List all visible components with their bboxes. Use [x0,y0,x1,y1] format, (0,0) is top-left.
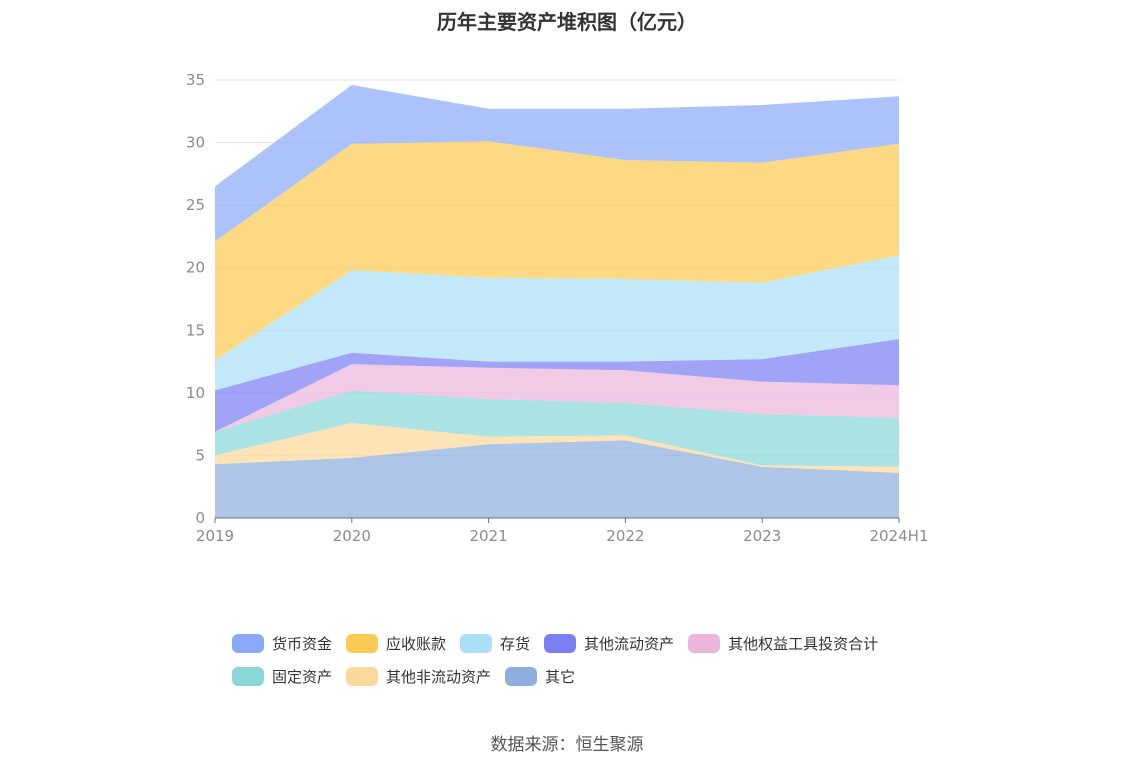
legend-item[interactable]: 固定资产 [232,666,332,687]
legend-item[interactable]: 存货 [460,633,530,654]
y-tick-label: 25 [186,196,205,214]
legend-label: 货币资金 [272,634,333,653]
legend-swatch [346,633,379,653]
legend-item[interactable]: 其他非流动资产 [346,666,491,687]
y-tick-label: 5 [195,446,205,464]
legend-item[interactable]: 其他权益工具投资合计 [688,633,878,654]
legend-label: 其他权益工具投资合计 [728,634,879,653]
chart-title: 历年主要资产堆积图（亿元） [437,10,697,34]
x-tick-label: 2022 [606,527,644,545]
x-tick-label: 2019 [196,527,234,545]
y-tick-label: 0 [195,509,205,527]
legend-swatch [460,633,493,653]
area-series-4 [215,339,899,432]
legend-label: 其它 [545,667,576,686]
legend-item[interactable]: 应收账款 [346,633,446,654]
legend-swatch [232,666,264,686]
legend-label: 其他非流动资产 [386,667,492,686]
y-tick-label: 30 [186,134,205,152]
area-series-2 [215,390,899,467]
area-layer [215,85,899,518]
stacked-area-chart: 0 5 10 15 20 25 30 35 2019 2020 2021 2022 2023 2024H1 [186,71,929,545]
legend-label: 存货 [500,634,531,653]
y-tick-label: 10 [186,384,205,402]
area-series-5 [215,255,899,391]
legend-item[interactable]: 其他流动资产 [544,633,674,654]
area-series-3 [215,364,899,432]
x-tick-label: 2021 [470,527,508,545]
y-tick-label: 15 [186,321,205,339]
legend-swatch [544,633,577,653]
y-tick-label: 35 [186,71,205,89]
chart-legend: 货币资金 应收账款 存货 其他流动资产 其他权益工具投资合计固定资产 其他非流动资产 其它 [232,632,932,698]
legend-item[interactable]: 货币资金 [232,633,332,654]
legend-swatch [232,633,264,653]
data-source: 数据来源：恒生聚源 [490,735,644,755]
legend-label: 其他流动资产 [584,634,675,653]
area-series-0 [215,440,899,518]
x-tick-label: 2023 [743,527,781,545]
legend-label: 固定资产 [272,667,333,686]
x-tick-label: 2024H1 [870,527,929,545]
legend-swatch [688,633,721,653]
area-series-6 [215,141,899,361]
legend-label: 应收账款 [386,634,447,653]
legend-swatch [505,666,538,686]
x-tick-label: 2020 [333,527,371,545]
legend-swatch [346,666,379,686]
y-tick-label: 20 [186,259,205,277]
area-series-7 [215,85,899,242]
legend-row: 固定资产 其他非流动资产 其它 [232,665,932,687]
legend-row: 货币资金 应收账款 存货 其他流动资产 其他权益工具投资合计 [232,632,932,654]
area-series-1 [215,422,899,473]
axis-layer: 0 5 10 15 20 25 30 35 2019 2020 2021 2022 2023 2024H1 [186,71,929,545]
legend-item[interactable]: 其它 [505,666,575,687]
